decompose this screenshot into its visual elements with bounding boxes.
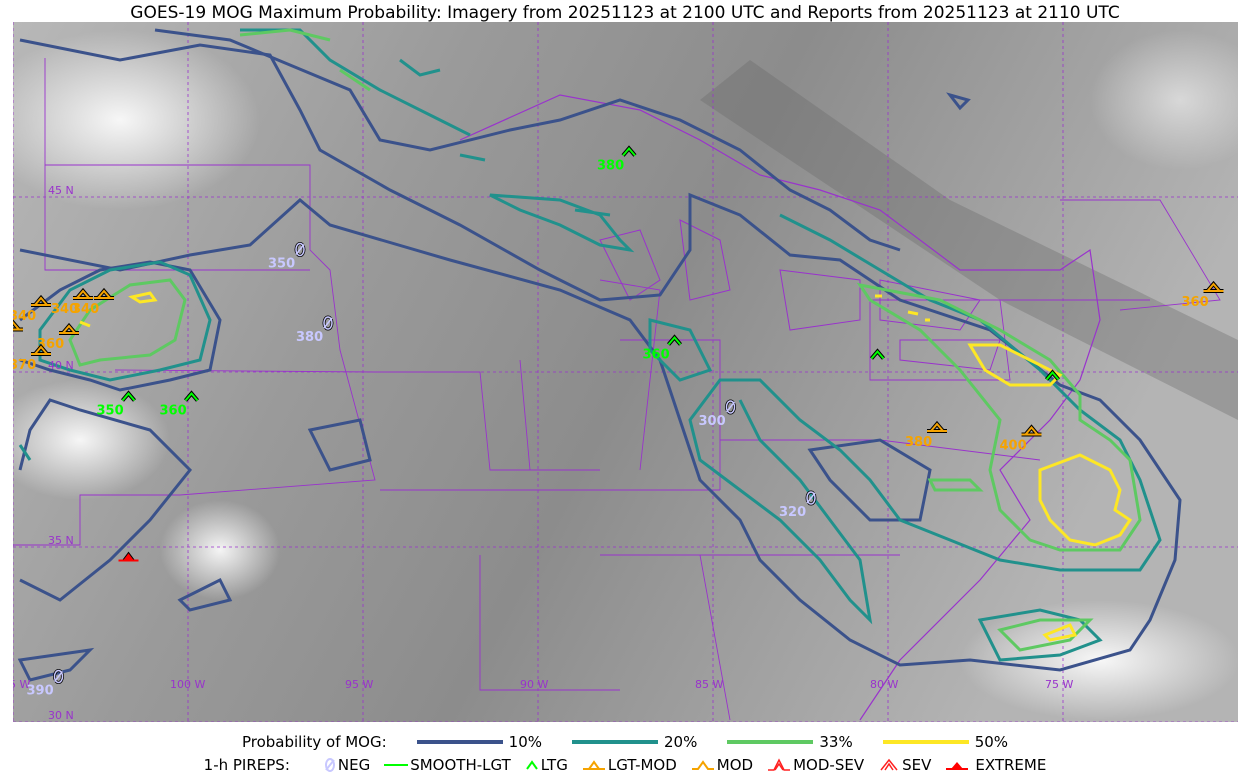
satellite-map: 105 W 100 W 95 W 90 W 85 W 80 W 75 W 45 N 40 N 35… [13, 22, 1238, 722]
pirep-altitude-label: 350 [268, 257, 295, 272]
legend-mod-sev: MOD-SEV [767, 756, 864, 774]
pirep-lgt-mod[interactable]: 340 [51, 287, 93, 317]
pirep-neg[interactable]: 300 [699, 399, 736, 429]
legend-mod-label: MOD [716, 756, 754, 774]
pirep-legend-label: 1-h PIREPS: [203, 756, 290, 774]
pirep-altitude-label: 300 [699, 414, 726, 429]
pirep-legend: 1-h PIREPS: NEG SMOOTH-LGT LTG LGT-MOD M… [0, 756, 1250, 774]
pirep-altitude-label: 370 [13, 358, 36, 373]
pirep-lgt-mod[interactable]: 360 [1182, 280, 1224, 310]
legend-smooth-label: SMOOTH-LGT [410, 756, 511, 774]
legend-smooth-lgt: SMOOTH-LGT [384, 756, 511, 774]
level-33-label: 33% [819, 733, 853, 751]
cloud [160, 500, 280, 600]
pirep-altitude-label: 320 [779, 505, 806, 520]
legend-ltg: LTG [525, 756, 568, 774]
lat-label: 30 N [48, 709, 74, 722]
neg-icon [324, 758, 335, 772]
legend-ltg-label: LTG [540, 756, 568, 774]
sev-icon [880, 758, 898, 771]
mod-sev-icon [768, 758, 791, 771]
pirep-altitude-label: 360 [643, 348, 670, 363]
lon-label: 95 W [345, 678, 373, 691]
level-10-label: 10% [508, 733, 543, 751]
lon-label: 105 W [13, 678, 30, 691]
legend-mod-sev-label: MOD-SEV [793, 756, 865, 774]
smooth-line-icon [384, 764, 409, 766]
lat-label: 40 N [48, 359, 74, 372]
map-title: GOES-19 MOG Maximum Probability: Imagery… [130, 3, 1120, 23]
pirep-altitude-label: 390 [27, 684, 54, 699]
swatch-33 [727, 740, 814, 744]
pirep-altitude-label: 340 [51, 302, 78, 317]
pirep-altitude-label: 380 [905, 435, 932, 450]
legend-lgt-mod-label: LGT-MOD [607, 756, 677, 774]
pirep-neg[interactable]: 380 [296, 315, 334, 345]
mog-contour-10pct [17, 28, 1182, 682]
grid-labels: 105 W 100 W 95 W 90 W 85 W 80 W 75 W 45 N 40 N 35… [13, 184, 1073, 722]
pirep-altitude-label: 380 [597, 159, 624, 174]
lgt-mod-icon [582, 760, 605, 770]
pirep-ltg[interactable]: 360 [160, 390, 200, 419]
pirep-altitude-label: 350 [97, 404, 124, 419]
lon-label: 90 W [520, 678, 548, 691]
level-50-label: 50% [974, 733, 1009, 751]
pirep-lgt-mod[interactable]: 370 [13, 343, 51, 373]
cloud [13, 380, 170, 500]
swatch-10 [416, 740, 503, 744]
cloud [1090, 30, 1238, 170]
legend-extreme-label: EXTREME [975, 756, 1047, 774]
pirep-altitude-label: 380 [296, 330, 323, 345]
pirep-altitude-label: 340 [13, 309, 36, 324]
legend-extreme: EXTREME [945, 756, 1046, 774]
ltg-chevron-icon [525, 760, 538, 770]
legend-sev-label: SEV [902, 756, 932, 774]
pirep-altitude-label: 360 [1182, 295, 1209, 310]
probability-legend: Probability of MOG: 10% 20% 33% 50% [0, 733, 1250, 751]
pirep-ltg[interactable]: 380 [597, 145, 637, 174]
pirep-ltg[interactable]: 360 [643, 334, 683, 363]
pirep-lgt-mod[interactable]: 400 [1000, 424, 1042, 454]
pirep-lgt-mod[interactable]: 360 [37, 322, 79, 352]
lon-label: 80 W [870, 678, 898, 691]
pirep-altitude-label: 360 [160, 404, 187, 419]
pirep-lgt-mod[interactable]: 380 [905, 420, 947, 450]
pirep-neg[interactable]: 350 [268, 242, 306, 272]
pirep-altitude-label: 340 [72, 302, 99, 317]
legend-neg: NEG [324, 756, 370, 774]
pirep-extreme[interactable] [118, 551, 139, 562]
legend-mod: MOD [691, 756, 753, 774]
mog-contour-50pct [79, 291, 1133, 642]
pirep-ltg[interactable] [1044, 369, 1061, 381]
lon-label: 85 W [695, 678, 723, 691]
pirep-neg[interactable]: 390 [27, 669, 64, 699]
pirep-neg[interactable]: 320 [779, 490, 817, 520]
mod-icon [691, 760, 714, 770]
extreme-icon [946, 762, 969, 770]
pirep-lgt-mod[interactable]: 340 [72, 287, 114, 317]
probability-legend-label: Probability of MOG: [241, 733, 387, 751]
pirep-lgt-mod[interactable]: 360 [13, 319, 23, 349]
pirep-ltg[interactable] [869, 348, 886, 360]
lon-label: 100 W [170, 678, 205, 691]
level-20-label: 20% [664, 733, 698, 751]
legend-sev: SEV [878, 756, 931, 774]
swatch-20 [572, 740, 659, 744]
lat-label: 35 N [48, 534, 74, 547]
pirep-altitude-label: 400 [1000, 439, 1027, 454]
lon-label: 75 W [1045, 678, 1073, 691]
pirep-lgt-mod[interactable]: 340 [13, 294, 51, 324]
lat-label: 45 N [48, 184, 74, 197]
dark-band [700, 60, 1238, 420]
swatch-50 [882, 740, 969, 744]
legend-neg-label: NEG [337, 756, 371, 774]
pirep-ltg[interactable]: 350 [97, 390, 137, 419]
legend-lgt-mod: LGT-MOD [582, 756, 677, 774]
lat-lon-grid [13, 22, 1238, 722]
mog-contour-20pct [18, 28, 1162, 662]
